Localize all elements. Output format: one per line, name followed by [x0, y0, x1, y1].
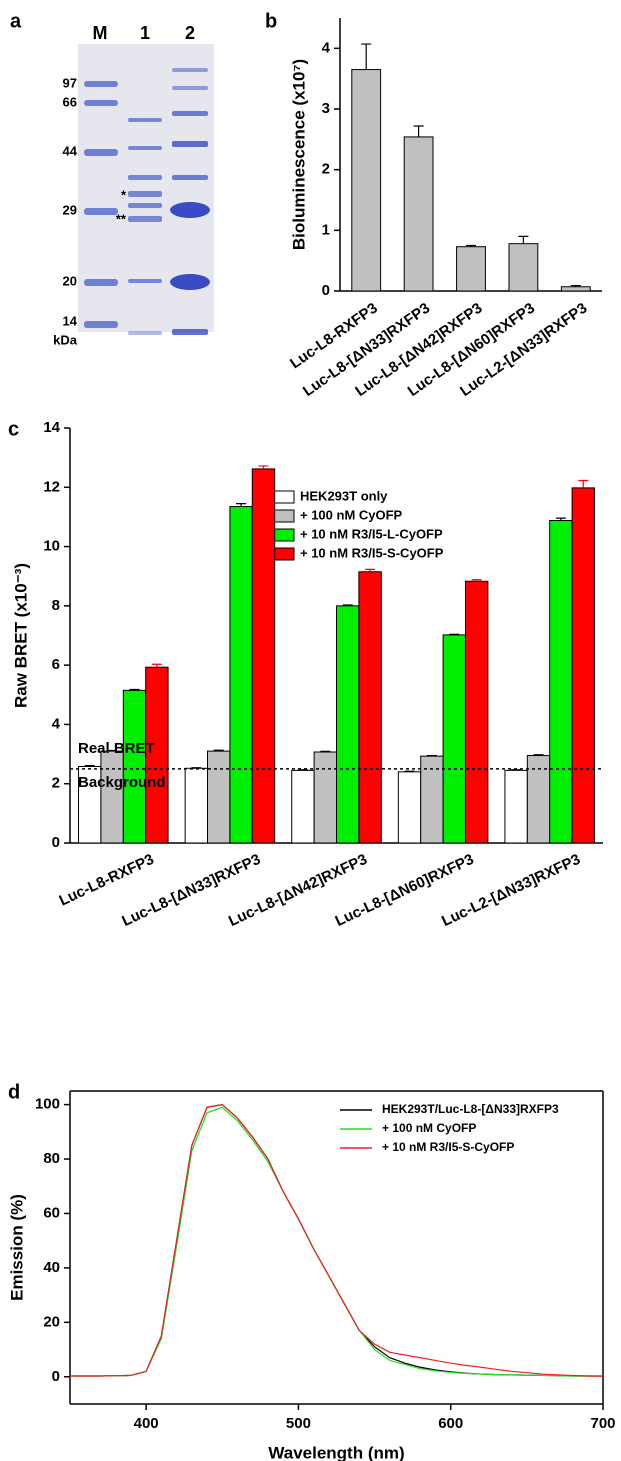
y-axis-label: Emission (%): [7, 1194, 26, 1301]
error-bar: [320, 751, 330, 752]
bar: [352, 70, 381, 291]
panel-label: a: [10, 10, 22, 32]
bar: [465, 581, 487, 843]
y-tick-label: 100: [35, 1096, 60, 1113]
error-bar: [427, 756, 437, 757]
bar: [314, 752, 336, 843]
legend-label: HEK293T/Luc-L8-[ΔN33]RXFP3: [382, 1102, 559, 1116]
y-tick-label: 4: [52, 715, 61, 732]
y-tick-label: 60: [43, 1204, 60, 1221]
y-axis-label: Raw BRET (x10⁻³): [11, 563, 30, 708]
annotation: Real BRET: [78, 740, 155, 757]
bar: [185, 768, 207, 843]
line: [70, 1105, 603, 1377]
y-tick-label: 2: [322, 161, 330, 178]
legend-label: + 10 nM R3/I5-S-CyOFP: [300, 545, 444, 560]
bar: [550, 520, 572, 843]
y-tick-label: 14: [43, 419, 60, 436]
bar: [457, 247, 486, 291]
marker-label: 14: [63, 313, 78, 328]
marker-label: 20: [63, 273, 77, 288]
line: [70, 1105, 603, 1376]
y-tick-label: 1: [322, 221, 330, 238]
x-axis-label: Wavelength (nm): [268, 1443, 404, 1461]
figure: a M 1 2 97 66 44 29 20 14 kDa * ** b Biol…: [0, 0, 621, 1461]
bar: [292, 770, 314, 843]
error-bar: [361, 44, 371, 69]
panel-label: d: [8, 1081, 20, 1103]
y-tick-label: 2: [52, 775, 60, 792]
bar: [101, 751, 123, 843]
error-bar: [298, 770, 308, 771]
x-tick-label: 400: [134, 1415, 159, 1432]
bar: [230, 507, 252, 843]
y-tick-label: 0: [52, 834, 60, 851]
bar: [337, 606, 359, 843]
bar: [561, 287, 590, 291]
legend-label: + 100 nM CyOFP: [382, 1121, 476, 1135]
panel-label: b: [265, 10, 277, 32]
bar: [443, 635, 465, 843]
y-tick-label: 3: [322, 100, 330, 117]
page: a M 1 2 97 66 44 29 20 14 kDa * ** b Biol…: [0, 0, 621, 1461]
line: [70, 1107, 603, 1376]
error-bar: [518, 236, 528, 243]
x-tick-label: 500: [286, 1415, 311, 1432]
bar: [208, 751, 230, 843]
panel-label: c: [8, 418, 19, 440]
x-tick-label: 600: [438, 1415, 463, 1432]
lane-label: 2: [185, 23, 195, 43]
bar: [252, 469, 274, 843]
y-tick-label: 80: [43, 1150, 60, 1167]
y-tick-label: 0: [52, 1368, 60, 1385]
band-mark: **: [116, 211, 127, 226]
legend-label: HEK293T only: [300, 488, 388, 503]
lane-label: 1: [140, 23, 150, 43]
y-tick-label: 20: [43, 1313, 60, 1330]
marker-label: 66: [63, 94, 77, 109]
bar: [398, 772, 420, 843]
x-tick-label: Luc-L8-RXFP3: [57, 851, 157, 910]
marker-label: 29: [63, 202, 77, 217]
bar: [404, 137, 433, 291]
error-bar: [405, 771, 415, 772]
y-tick-label: 40: [43, 1259, 60, 1276]
bar: [509, 244, 538, 291]
error-bar: [511, 770, 521, 771]
lane-label: M: [93, 23, 108, 43]
bar: [359, 572, 381, 843]
error-bar: [578, 480, 588, 487]
y-tick-label: 6: [52, 656, 60, 673]
annotation: Background: [78, 774, 166, 791]
legend-label: + 10 nM R3/I5-S-CyOFP: [382, 1140, 514, 1154]
x-tick-label: 700: [590, 1415, 615, 1432]
y-tick-label: 10: [43, 538, 60, 555]
error-bar: [414, 126, 424, 137]
y-axis-label: Bioluminescence (x10⁷): [289, 59, 308, 250]
marker-label: 97: [63, 75, 77, 90]
legend-label: + 10 nM R3/I5-L-CyOFP: [300, 526, 443, 541]
y-tick-label: 8: [52, 597, 60, 614]
y-tick-label: 4: [322, 39, 331, 56]
unit-label: kDa: [53, 332, 78, 347]
legend-label: + 100 nM CyOFP: [300, 507, 403, 522]
y-tick-label: 0: [322, 282, 330, 299]
bar: [572, 488, 594, 843]
y-tick-label: 12: [43, 478, 60, 495]
bar: [123, 690, 145, 843]
marker-label: 44: [63, 143, 78, 158]
gel: a M 1 2 97 66 44 29 20 14 kDa * **: [10, 10, 214, 347]
error-bar: [449, 634, 459, 635]
bar: [505, 770, 527, 843]
